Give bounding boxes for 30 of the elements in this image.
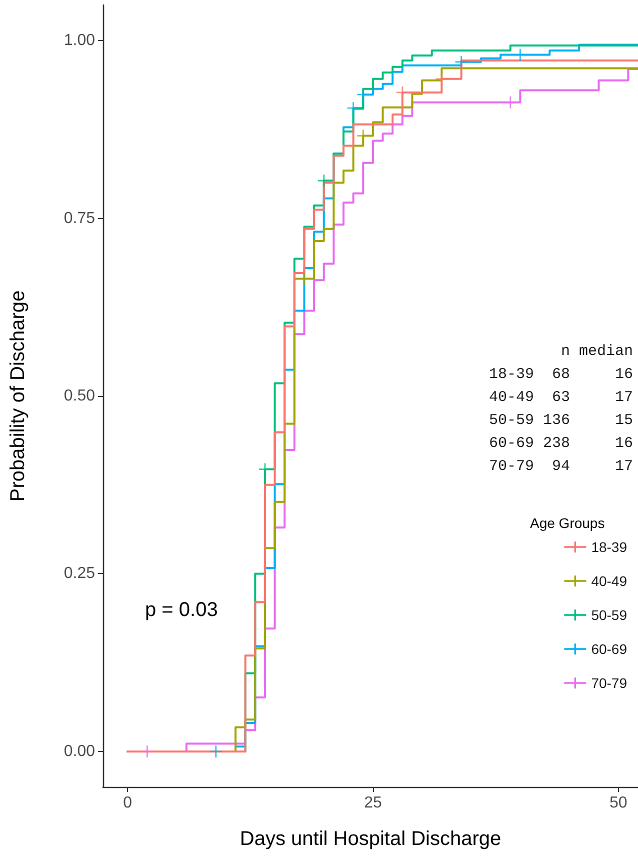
point: [141, 745, 154, 758]
y-axis-title: Probability of Discharge: [7, 290, 29, 502]
legend-label: 18-39: [591, 539, 628, 555]
annotation: 70-79 94 17: [488, 458, 633, 475]
y-tick-label: 0.50: [64, 388, 96, 404]
point: [357, 88, 370, 101]
legend-label: 40-49: [591, 573, 628, 589]
legend-title: Age Groups: [530, 515, 605, 531]
annotation: 40-49 63 17: [488, 389, 633, 406]
point: [318, 174, 330, 187]
y-tick-label: 0.75: [64, 210, 96, 227]
x-axis-title: Days until Hospital Discharge: [240, 828, 502, 850]
y-tick-label: 0.25: [64, 565, 96, 582]
annotation: n median: [560, 343, 633, 360]
annotation: 18-39 68 16: [488, 366, 633, 383]
annotation: p = 0.03: [145, 599, 218, 621]
point: [504, 96, 516, 108]
legend-label: 50-59: [591, 607, 628, 623]
point: [210, 745, 222, 758]
x-tick-label: 50: [609, 794, 628, 812]
annotation: 50-59 136 15: [488, 412, 633, 429]
y-tick-label: 0.00: [64, 742, 96, 760]
legend-label: 60-69: [591, 641, 628, 657]
y-tick-label: 1.00: [64, 32, 96, 50]
x-tick-label: 0: [123, 794, 132, 812]
x-tick-label: 25: [364, 794, 382, 812]
point: [455, 56, 468, 68]
annotation: 60-69 238 16: [488, 435, 633, 452]
point: [347, 102, 360, 114]
legend-label: 70-79: [591, 675, 628, 691]
